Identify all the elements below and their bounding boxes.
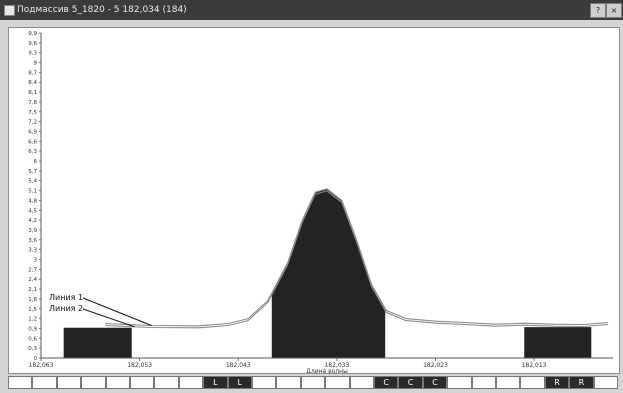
annotation-leader-2 [82, 308, 135, 328]
series-line-1 [105, 188, 609, 327]
spectrum-chart[interactable]: 0 0,3 0,6 0,9 1,2 1,5 1,8 2,1 2,4 2,7 3 3,3 3,6 3,9 4,… [9, 28, 619, 373]
y-tick-label: 0,6 [28, 336, 37, 342]
plot-frame: 0 0,3 0,6 0,9 1,2 1,5 1,8 2,1 2,4 2,7 3 3,3 3,6 3,9 4,… [8, 27, 620, 374]
y-tick-label: 8,4 [28, 80, 37, 86]
y-tick-label: 1,8 [28, 297, 37, 303]
y-tick-label: 3,9 [28, 228, 37, 234]
y-tick-label: 3 [34, 258, 38, 264]
y-tick-label: 7,2 [28, 120, 37, 126]
y-tick-label: 4,5 [28, 208, 37, 214]
strip-cell[interactable] [154, 376, 179, 389]
y-tick-label: 5,7 [28, 169, 37, 175]
filled-region-1 [63, 327, 132, 358]
strip-cell[interactable] [56, 376, 82, 389]
title-bar[interactable]: Подмассив 5_1820 - 5 182,034 (184) ? × [0, 0, 623, 20]
x-tick-label: 182,063 [29, 362, 54, 369]
x-axis-label: Длина волны [306, 368, 348, 373]
y-tick-label: 7,5 [28, 110, 37, 116]
y-tick-label: 4,2 [28, 218, 37, 224]
y-tick-label: 6,9 [28, 129, 37, 135]
strip-cell[interactable]: R [544, 376, 570, 389]
y-tick-label: 8,7 [28, 70, 37, 76]
y-tick-label: 6 [34, 159, 38, 165]
strip-cell[interactable] [349, 376, 374, 389]
x-tick-label: 182,033 [324, 362, 349, 369]
annotation-label-1: Линия 1 [49, 293, 83, 302]
window-app-icon [4, 5, 15, 16]
strip-cell[interactable]: L [227, 376, 252, 389]
y-tick-label: 9 [34, 61, 38, 67]
y-tick-label: 0,9 [28, 326, 37, 332]
y-tick-label: 8,1 [28, 90, 37, 96]
strip-cell[interactable] [496, 376, 521, 389]
strip-cell[interactable] [105, 376, 130, 389]
strip-cell[interactable]: C [398, 376, 423, 389]
y-tick-label: 3,6 [28, 238, 37, 244]
strip-cell[interactable]: R [569, 376, 594, 389]
y-tick-label: 9,6 [28, 41, 37, 47]
strip-cell[interactable]: C [374, 376, 399, 389]
filled-region-2 [271, 189, 386, 358]
y-tick-label: 2,4 [28, 277, 37, 283]
y-tick-label: 6,3 [28, 149, 37, 155]
y-tick-label: 0 [34, 356, 38, 362]
y-tick-label: 4,8 [28, 198, 37, 204]
x-tick-label: 182,013 [522, 362, 547, 369]
annotation-label-2: Линия 2 [49, 304, 83, 313]
y-tick-label: 3,3 [28, 248, 37, 254]
help-button[interactable]: ? [590, 3, 606, 18]
y-tick-label: 2,1 [28, 287, 37, 293]
window-title: Подмассив 5_1820 - 5 182,034 (184) [17, 5, 187, 15]
filled-region-3 [524, 327, 592, 358]
strip-cell[interactable] [325, 376, 350, 389]
y-tick-label: 6,6 [28, 139, 37, 145]
strip-cell[interactable] [520, 376, 545, 389]
annotation-leader-1 [82, 297, 152, 326]
x-tick-label: 182,023 [423, 362, 448, 369]
x-tick-label: 182,053 [127, 362, 152, 369]
strip-cell[interactable] [8, 376, 33, 389]
strip-cell[interactable] [130, 376, 155, 389]
y-tick-label: 9,3 [28, 51, 37, 57]
strip-cell[interactable] [276, 376, 301, 389]
y-tick-label: 0,3 [28, 346, 37, 352]
strip-cell[interactable]: C [422, 376, 448, 389]
series-line-2 [105, 190, 609, 329]
y-tick-label: 1,2 [28, 317, 37, 323]
y-tick-label: 9,9 [28, 31, 37, 37]
strip-cell[interactable] [252, 376, 277, 389]
strip-cell[interactable]: L [203, 376, 228, 389]
close-button[interactable]: × [606, 3, 622, 18]
strip-cell[interactable] [178, 376, 204, 389]
y-tick-label: 2,7 [28, 267, 37, 273]
strip-cell[interactable] [300, 376, 326, 389]
strip-cell[interactable] [471, 376, 496, 389]
y-tick-label: 1,5 [28, 307, 37, 313]
strip-cell[interactable] [447, 376, 472, 389]
x-tick-label: 182,043 [226, 362, 251, 369]
y-tick-label: 5,1 [28, 189, 37, 195]
y-tick-label: 5,4 [28, 179, 37, 185]
strip-cell[interactable] [81, 376, 106, 389]
strip-cell[interactable] [593, 376, 618, 389]
strip-cell[interactable] [32, 376, 57, 389]
y-tick-label: 7,8 [28, 100, 37, 106]
